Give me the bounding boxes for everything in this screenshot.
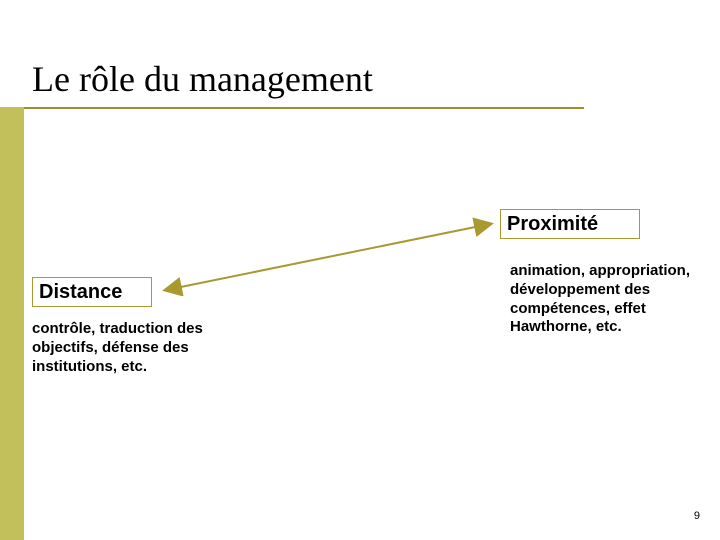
proximite-description: animation, appropriation, développement … bbox=[510, 262, 690, 337]
page-number: 9 bbox=[694, 510, 700, 522]
sidebar-top-strip bbox=[0, 0, 24, 107]
proximite-label: Proximité bbox=[507, 213, 598, 236]
proximite-box: Proximité bbox=[500, 209, 640, 239]
slide-title: Le rôle du management bbox=[32, 58, 373, 100]
double-arrow-icon bbox=[160, 216, 496, 296]
distance-label: Distance bbox=[39, 281, 122, 304]
sidebar-accent-strip bbox=[0, 107, 24, 540]
distance-description: contrôle, traduction des objectifs, défe… bbox=[32, 320, 212, 376]
title-underline bbox=[24, 107, 584, 109]
distance-box: Distance bbox=[32, 277, 152, 307]
